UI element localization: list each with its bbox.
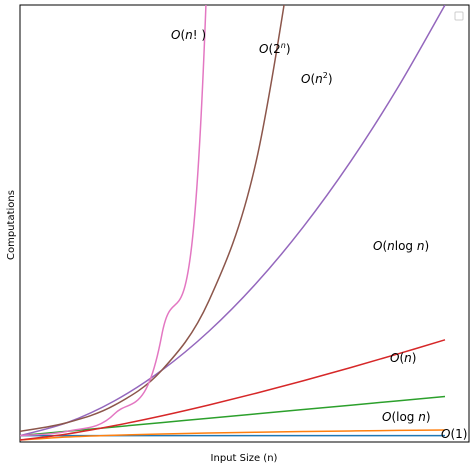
curve-label: O(2n) <box>259 41 291 56</box>
curve-1 <box>20 429 446 441</box>
x-axis-title: Input Size (n) <box>211 453 278 464</box>
curve-label: O(n) <box>390 351 416 365</box>
curve-5 <box>20 5 285 433</box>
curve-4 <box>20 5 446 437</box>
curve-label: O(nlog n) <box>373 239 429 253</box>
curve-labels-group: O(1) O(log n) O(n) O(nlog n) O(n2) O(2n) O(n! … <box>171 28 467 441</box>
y-axis-title: Computations <box>6 190 17 260</box>
curve-label: O(n2) <box>301 71 333 86</box>
curve-label: O(log n) <box>382 410 431 424</box>
curve-label: O(n! ) <box>171 28 206 42</box>
curve-3 <box>20 339 446 441</box>
curve-6 <box>20 5 207 437</box>
curve-label: O(1) <box>441 427 467 441</box>
legend-box <box>454 11 464 21</box>
curve-2 <box>20 395 446 437</box>
curves-group <box>20 5 446 441</box>
plot-area <box>19 4 470 443</box>
